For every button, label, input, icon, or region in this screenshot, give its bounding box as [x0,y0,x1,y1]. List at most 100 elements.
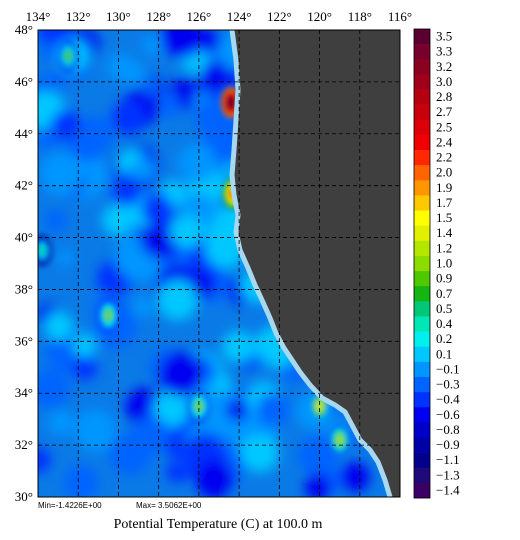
colorbar-label: −0.6 [436,407,460,422]
colorbar-swatch [414,29,430,45]
colorbar-label: 1.0 [436,256,452,271]
hotspot-mark [196,402,202,411]
ocean-cell [57,250,74,267]
hotspot-mark [228,98,234,107]
colorbar-label: 2.0 [436,165,452,180]
ocean-cell [41,41,61,61]
colorbar-swatch [414,361,430,378]
ocean-cell [339,462,370,492]
ocean-cell [38,370,70,409]
ocean-cell [77,116,114,153]
ocean-cell [72,333,97,358]
colorbar-swatch [414,467,430,484]
colorbar-label: 0.1 [436,346,452,361]
ocean-cell [225,398,249,422]
ocean-cell [44,311,74,341]
ocean-cell [50,109,81,140]
x-tick-label: 130° [106,9,131,24]
map-title: Potential Temperature (C) at 100.0 m [114,517,323,532]
colorbar-swatch [414,392,430,408]
colorbar-swatch [414,165,430,181]
ocean-cell [159,351,204,397]
ocean-cell [157,279,198,321]
colorbar-label: 1.5 [436,210,452,225]
ocean-cell [106,53,134,81]
colorbar-label: −1.4 [436,482,460,497]
ocean-cell [241,434,279,473]
colorbar-label: 2.4 [436,135,453,150]
ocean-cell [132,416,171,454]
colorbar-label: 0.4 [436,316,453,331]
y-tick-label: 46° [15,74,33,89]
colorbar-label: 3.0 [436,74,452,89]
ocean-cell [152,391,189,428]
colorbar-label: 1.2 [436,240,452,255]
colorbar-label: 2.8 [436,89,452,104]
max-stat: Max= 3.5062E+00 [136,501,202,510]
colorbar [413,28,431,499]
colorbar-swatch [414,346,430,363]
ocean-cell [222,330,255,363]
ocean-cell [158,94,181,117]
y-tick-labels: 48° 46° 44° 42° 40° 38° 36° 34° 32° 30° [15,22,33,504]
ocean-cell [197,30,224,55]
ocean-cell [192,273,217,298]
ocean-cell [166,460,189,483]
colorbar-swatch [414,301,430,317]
colorbar-swatch [414,210,430,226]
colorbar-label: −0.4 [436,392,460,407]
colorbar-swatch [414,482,430,499]
colorbar-swatch [414,89,430,105]
colorbar-label: 1.7 [436,195,453,210]
ocean-cell [64,465,99,497]
x-tick-labels: 134° 132° 130° 128° 126° 124° 122° 120° 118° 116° [26,9,412,24]
y-tick-label: 44° [15,126,33,141]
x-tick-label: 122° [267,9,292,24]
ocean-cell [177,143,217,183]
ocean-cell [47,71,66,90]
x-tick-label: 120° [307,9,332,24]
ocean-cell [40,152,84,196]
ocean-cell [170,214,204,249]
colorbar-label: 0.9 [436,271,452,286]
ocean-cell [102,204,134,237]
colorbar-label: 3.2 [436,59,452,74]
colorbar-swatch [414,195,430,211]
ocean-cell [161,30,204,59]
ocean-cell [142,77,161,96]
colorbar-label: −1.3 [436,467,460,482]
colorbar-swatch [414,255,430,272]
plot-area [38,30,400,497]
y-tick-label: 40° [15,230,33,245]
ocean-cell [141,193,173,226]
colorbar-swatch [414,286,430,302]
colorbar-label: 0.5 [436,301,452,316]
x-tick-label: 124° [227,9,252,24]
ocean-cell [74,409,117,452]
x-tick-label: 128° [146,9,171,24]
x-tick-label: 126° [187,9,212,24]
ocean-cell [132,296,154,318]
hotspot-mark [105,311,112,320]
colorbar-swatch [414,422,430,438]
y-tick-label: 42° [15,178,33,193]
colorbar-swatch [414,44,430,60]
hotspot-mark [39,246,45,255]
colorbar-label: −0.9 [436,437,460,452]
colorbar-swatch [414,150,430,166]
colorbar-swatch [414,452,430,469]
coastal-fringe [229,30,393,497]
colorbar-swatch [414,74,430,90]
ocean-cell [71,354,98,381]
y-tick-label: 48° [15,22,33,37]
x-tick-label: 116° [388,9,412,24]
ocean-cell [255,392,290,427]
colorbar-label: 2.2 [436,150,452,165]
y-tick-label: 36° [15,333,33,348]
colorbar-label: 3.5 [436,29,452,44]
ocean-cell [131,157,156,182]
colorbar-label: 1.9 [436,180,452,195]
colorbar-label: 3.3 [436,44,452,59]
colorbar-swatch [414,225,430,242]
